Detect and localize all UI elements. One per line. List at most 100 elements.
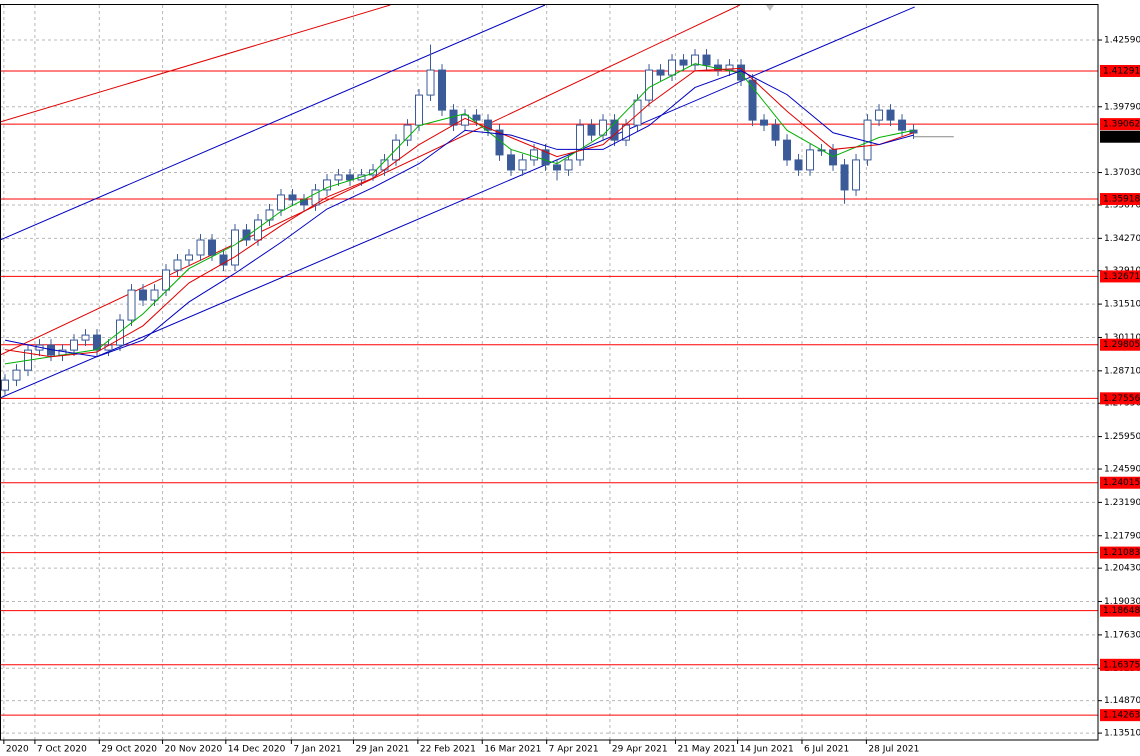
candle-body — [495, 129, 504, 156]
candle-body — [185, 254, 194, 261]
level-label: 1.35918 — [1103, 195, 1140, 205]
level-label: 1.16375 — [1103, 660, 1140, 670]
candle-body — [748, 79, 757, 121]
level-label: 1.14263 — [1103, 711, 1140, 721]
level-label: 1.21083 — [1103, 548, 1140, 558]
level-label: 1.29805 — [1103, 340, 1140, 350]
y-tick-label: 1.34270 — [1104, 234, 1140, 244]
axis: 1.425901.397901.370301.356701.342701.329… — [3, 36, 1140, 755]
level-label-box — [1100, 64, 1140, 77]
candle-body — [840, 164, 849, 191]
moving-average — [4, 63, 914, 365]
shift-marker — [766, 5, 774, 11]
x-tick-label: 29 Jan 2021 — [355, 745, 409, 755]
candle-body — [679, 59, 688, 66]
level-label-box — [1100, 476, 1140, 489]
x-tick-label: 7 Oct 2020 — [37, 745, 87, 755]
y-tick-label: 1.19030 — [1104, 597, 1140, 607]
candle-body — [668, 59, 677, 76]
y-tick-label: 1.23190 — [1104, 498, 1140, 508]
moving-average — [4, 67, 914, 358]
candle-body — [231, 229, 240, 266]
y-tick-label: 1.14870 — [1104, 696, 1140, 706]
current-price-box — [1100, 130, 1140, 143]
candle-body — [12, 369, 21, 381]
candle-body — [242, 229, 251, 241]
candle-body — [622, 124, 631, 141]
candle-body — [323, 179, 332, 191]
trendline — [0, 5, 546, 241]
plot-frame — [0, 4, 1099, 741]
candle-body — [645, 69, 654, 101]
y-tick-label: 1.42590 — [1104, 36, 1140, 46]
y-tick-label: 1.20430 — [1104, 564, 1140, 574]
x-tick-label: 14 Jun 2021 — [740, 745, 794, 755]
candle-body — [70, 339, 79, 351]
x-tick-label: 20 Nov 2020 — [165, 745, 223, 755]
candle-body — [288, 194, 297, 201]
level-label-box — [1100, 709, 1140, 722]
y-tick-label: 1.31510 — [1104, 300, 1140, 310]
candle-body — [438, 69, 447, 111]
candle-body — [691, 54, 700, 66]
trendline — [0, 5, 741, 356]
candle-body — [311, 189, 320, 206]
candle-body — [334, 174, 343, 181]
level-label-box — [1100, 392, 1140, 405]
candle-body — [564, 159, 573, 171]
candle-body — [576, 124, 585, 161]
level-label: 1.41291 — [1103, 66, 1140, 76]
y-tick-label: 1.39790 — [1104, 102, 1140, 112]
x-tick-label: 16 Mar 2021 — [484, 745, 541, 755]
candle-body — [1, 379, 10, 391]
level-label-box — [1100, 604, 1140, 617]
y-tick-label: 1.17630 — [1104, 630, 1140, 640]
candle-body — [829, 149, 838, 166]
level-label: 1.39062 — [1103, 120, 1140, 130]
candle-body — [771, 124, 780, 141]
candle-body — [875, 109, 884, 121]
x-tick-label: 2020 — [6, 745, 29, 755]
moving-average — [4, 70, 914, 358]
candle-body — [484, 119, 493, 131]
level-label-box — [1100, 193, 1140, 206]
candle-body — [208, 239, 217, 256]
y-tick-label: 1.37030 — [1104, 168, 1140, 178]
x-tick-label: 7 Apr 2021 — [549, 745, 599, 755]
candle-body — [403, 124, 412, 141]
level-label-box — [1100, 338, 1140, 351]
candle-body — [116, 319, 125, 346]
candle-body — [127, 289, 136, 321]
candle-body — [507, 154, 516, 171]
level-label-box — [1100, 118, 1140, 131]
candle-body — [725, 64, 734, 71]
candle-body — [541, 149, 550, 166]
candle-body — [656, 69, 665, 76]
x-tick-label: 22 Feb 2021 — [420, 745, 476, 755]
candle-body — [254, 219, 263, 241]
y-tick-label: 1.28710 — [1104, 366, 1140, 376]
candle-body — [369, 169, 378, 176]
candle-body — [587, 124, 596, 136]
candle-body — [760, 119, 769, 126]
y-tick-label: 1.35670 — [1104, 200, 1140, 210]
candle-body — [196, 239, 205, 256]
level-label: 1.24015 — [1103, 478, 1140, 488]
y-tick-label: 1.21790 — [1104, 531, 1140, 541]
candle-body — [702, 54, 711, 66]
candle-body — [530, 149, 539, 161]
level-label: 1.32671 — [1103, 272, 1140, 282]
candle-body — [81, 334, 90, 341]
y-tick-label: 1.13510 — [1104, 729, 1140, 739]
x-tick-label: 21 May 2021 — [677, 745, 736, 755]
level-label: 1.27556 — [1103, 394, 1140, 404]
candle-body — [139, 289, 148, 301]
level-label-box — [1100, 270, 1140, 283]
trendline — [0, 5, 391, 123]
candle-body — [277, 194, 286, 211]
candle-body — [610, 119, 619, 141]
x-tick-label: 29 Apr 2021 — [612, 745, 668, 755]
